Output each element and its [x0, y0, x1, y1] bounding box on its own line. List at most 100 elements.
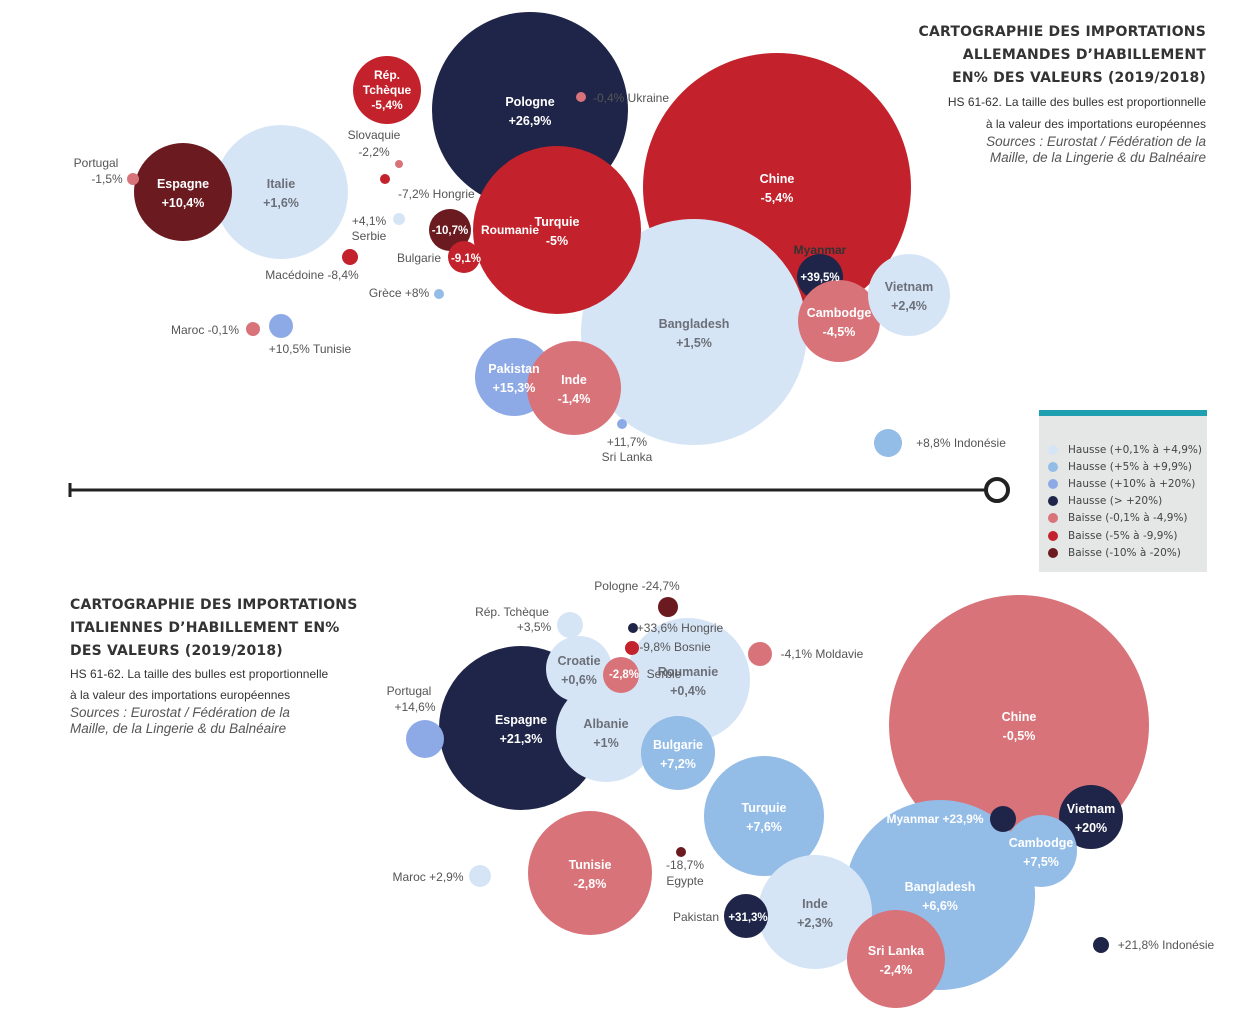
bubble-value: -1,5%: [91, 172, 123, 186]
bubble-bulgarie: [448, 241, 480, 273]
italy-title-line-3: DES VALEURS (2019/2018): [70, 643, 283, 659]
legend-label: Hausse (> +20%): [1068, 495, 1163, 508]
bubble-vietnam: [868, 254, 950, 336]
bubble-value: -18,7%: [666, 858, 704, 872]
bubble-albanie: [556, 682, 656, 782]
bubble-name: Inde: [561, 373, 587, 387]
bubble-sri-lanka: [847, 910, 945, 1008]
bubble-pologne: [658, 597, 678, 617]
bubble-label: -0,4% Ukraine: [593, 91, 669, 105]
bubble-sri-lanka: [617, 419, 627, 429]
bubble-cambodge: [1005, 815, 1077, 887]
germany-bubbles: Pologne +26,9% Chine -5,4% Bangladesh +1,5% Tu…: [74, 12, 1006, 464]
bubble-value: +11,7%: [607, 435, 647, 449]
italy-subtitle-line-2: à la valeur des importations européennes: [70, 688, 291, 702]
legend-item: Hausse (+5% à +9,9%): [1048, 458, 1207, 475]
germany-title-line-2: ALLEMANDES D’HABILLEMENT: [962, 47, 1206, 63]
bubble-name: Espagne: [157, 177, 209, 191]
bubble-value: -0,5%: [1003, 729, 1036, 743]
bubble-value: -1,4%: [558, 392, 591, 406]
bubble-label: -4,1% Moldavie: [781, 647, 864, 661]
separator-ring: [984, 477, 1010, 503]
legend-swatch: [1048, 478, 1058, 489]
germany-subtitle-line-2: à la valeur des importations européennes: [985, 117, 1206, 131]
legend-item: Baisse (-5% à -9,9%): [1048, 527, 1207, 544]
bubble-portugal: [127, 173, 139, 185]
bubble-name: Turquie: [535, 215, 580, 229]
bubble-slovaquie: [395, 160, 403, 168]
bubble-value: -5%: [546, 234, 568, 248]
bubble-name: Rép. Tchèque: [475, 605, 549, 619]
bubble-turquie: [704, 756, 824, 876]
bubble-name: Croatie: [557, 654, 600, 668]
bubble-name: Cambodge: [807, 306, 872, 320]
bubble-name: Egypte: [666, 874, 704, 888]
bubble-value: +3,5%: [517, 620, 552, 634]
bubble-maroc: [469, 865, 491, 887]
bubble-value: +0,6%: [561, 673, 597, 687]
bubble-value: -5,4%: [761, 191, 794, 205]
bubble-value: -5,4%: [371, 98, 403, 112]
germany-source-line-1: Sources : Eurostat / Fédération de la: [986, 134, 1206, 149]
bubble-inde: [527, 341, 621, 435]
bubble-name: Chine: [760, 172, 795, 186]
bubble-indon-sie: [874, 429, 902, 457]
legend-swatch: [1048, 496, 1058, 507]
legend-label: Hausse (+0,1% à +4,9%): [1068, 443, 1202, 456]
bubble-value: -2,4%: [880, 963, 913, 977]
legend: Hausse (+0,1% à +4,9%) Hausse (+5% à +9,…: [1039, 410, 1207, 572]
bubble-serbie: [603, 657, 639, 693]
bubble-value: +15,3%: [493, 381, 536, 395]
bubble-name: Pakistan: [673, 910, 719, 924]
bubble-label: Macédoine -8,4%: [265, 268, 359, 282]
bubble-cambodge: [798, 280, 880, 362]
bubble-name: Espagne: [495, 713, 547, 727]
italy-source-line-2: Maille, de la Lingerie & du Balnéaire: [70, 721, 287, 736]
bubble-moldavie: [748, 642, 772, 666]
bubble-label: Pologne -24,7%: [594, 579, 680, 593]
bubble-croatie: [546, 636, 612, 702]
bubble-value: +7,6%: [746, 820, 782, 834]
bubble-value: +6,6%: [922, 899, 958, 913]
bubble-name: Sri Lanka: [602, 450, 653, 464]
bubble-label: Grèce +8%: [369, 286, 430, 300]
bubble-value: +20%: [1075, 821, 1107, 835]
bubble-maroc: [246, 322, 260, 336]
bubble-value: -9,1%: [451, 253, 481, 265]
legend-swatch: [1048, 444, 1058, 455]
bubble-bosnie: [625, 641, 639, 655]
bubble-label: +10,5% Tunisie: [269, 342, 352, 356]
bubble-name: Vietnam: [885, 280, 933, 294]
italy-source-line-1: Sources : Eurostat / Fédération de la: [70, 705, 290, 720]
bubble-value: +10,4%: [162, 196, 205, 210]
bubble-vietnam: [1059, 785, 1123, 849]
italy-title-line-2: ITALIENNES D’HABILLEMENT EN%: [70, 620, 340, 636]
bubble-serbie: [393, 213, 405, 225]
legend-swatch: [1048, 530, 1058, 541]
bubble-value: -4,5%: [823, 325, 856, 339]
bubble-r-p-tch-que: [557, 612, 583, 638]
bubble-value: +1,6%: [263, 196, 299, 210]
legend-label: Baisse (-5% à -9,9%): [1068, 529, 1178, 542]
bubble-value: +26,9%: [509, 114, 552, 128]
germany-subtitle-line-1: HS 61-62. La taille des bulles est propo…: [947, 95, 1206, 109]
bubble-name: Rép.: [374, 68, 400, 82]
bubble-value: +7,2%: [660, 757, 696, 771]
bubble-name: Slovaquie: [348, 128, 401, 142]
bubble-value: +21,3%: [500, 732, 543, 746]
bubble-value: +2,3%: [797, 916, 833, 930]
bubble-gr-ce: [434, 289, 444, 299]
bubble-portugal: [406, 720, 444, 758]
bubble-turquie: [473, 146, 641, 314]
legend-label: Baisse (-10% à -20%): [1068, 546, 1181, 559]
germany-source-line-2: Maille, de la Lingerie & du Balnéaire: [989, 150, 1206, 165]
bubble-value: +14,6%: [394, 700, 435, 714]
bubble-name: Inde: [802, 897, 828, 911]
bubble-myanmar: [990, 806, 1016, 832]
bubble-name: Portugal: [74, 156, 119, 170]
bubble-italie: [214, 125, 348, 259]
italy-subtitle-line-1: HS 61-62. La taille des bulles est propo…: [70, 667, 329, 681]
bubble-label: Maroc -0,1%: [171, 323, 239, 337]
legend-swatch: [1048, 513, 1058, 524]
